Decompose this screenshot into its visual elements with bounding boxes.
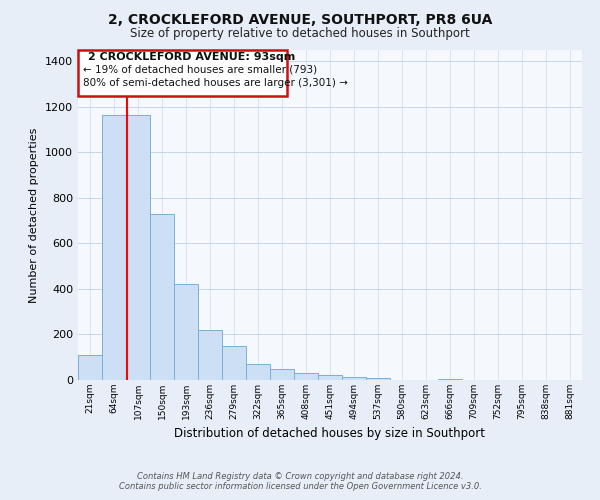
Bar xyxy=(126,115,150,380)
Text: 2, CROCKLEFORD AVENUE, SOUTHPORT, PR8 6UA: 2, CROCKLEFORD AVENUE, SOUTHPORT, PR8 6U… xyxy=(108,12,492,26)
Bar xyxy=(438,379,462,380)
Bar xyxy=(294,372,318,380)
Text: 80% of semi-detached houses are larger (3,301) →: 80% of semi-detached houses are larger (… xyxy=(83,78,348,88)
Text: Contains public sector information licensed under the Open Government Licence v3: Contains public sector information licen… xyxy=(119,482,481,491)
Bar xyxy=(174,284,198,380)
Bar xyxy=(198,330,222,380)
Bar xyxy=(366,378,390,380)
Bar xyxy=(270,368,294,380)
Bar xyxy=(318,376,342,380)
Bar xyxy=(222,346,246,380)
Bar xyxy=(78,356,102,380)
Text: Size of property relative to detached houses in Southport: Size of property relative to detached ho… xyxy=(130,28,470,40)
Bar xyxy=(150,214,174,380)
Bar xyxy=(342,377,366,380)
X-axis label: Distribution of detached houses by size in Southport: Distribution of detached houses by size … xyxy=(175,428,485,440)
Text: ← 19% of detached houses are smaller (793): ← 19% of detached houses are smaller (79… xyxy=(83,65,317,75)
Y-axis label: Number of detached properties: Number of detached properties xyxy=(29,128,40,302)
Text: 2 CROCKLEFORD AVENUE: 93sqm: 2 CROCKLEFORD AVENUE: 93sqm xyxy=(88,52,295,62)
FancyBboxPatch shape xyxy=(78,50,287,96)
Bar xyxy=(246,364,270,380)
Bar xyxy=(102,115,126,380)
Text: Contains HM Land Registry data © Crown copyright and database right 2024.: Contains HM Land Registry data © Crown c… xyxy=(137,472,463,481)
